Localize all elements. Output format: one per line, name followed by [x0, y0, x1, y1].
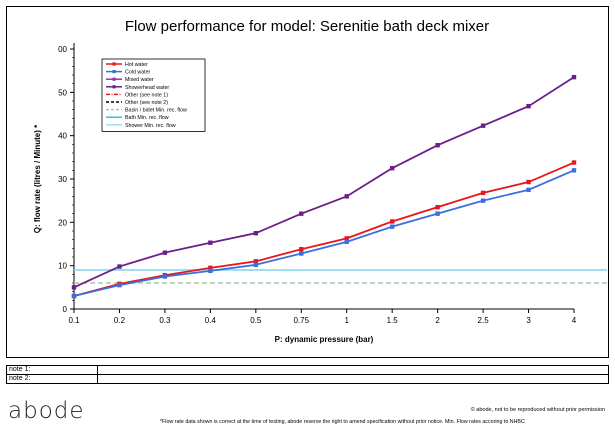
data-point — [526, 104, 531, 109]
data-point — [208, 265, 213, 271]
copyright-text: © abode, not to be reproduced without pr… — [470, 407, 605, 413]
x-tick-label: 0.75 — [293, 316, 309, 325]
legend-label: Hot water — [125, 62, 148, 68]
data-point — [344, 194, 349, 199]
y-axis-title: Q: flow rate (litres / Minute) * — [33, 124, 42, 233]
data-point — [435, 211, 440, 216]
data-point — [435, 204, 440, 210]
data-point — [344, 236, 349, 241]
data-point — [299, 211, 304, 216]
data-point — [526, 187, 531, 193]
y-tick-label: 20 — [58, 218, 67, 227]
series-line — [73, 161, 575, 297]
data-point — [208, 268, 213, 274]
data-point — [526, 179, 531, 185]
x-tick-label: 1 — [345, 316, 350, 325]
data-point — [389, 219, 395, 224]
note-row: note 2: — [6, 374, 609, 384]
x-tick-label: 0.3 — [159, 316, 171, 325]
note-label: note 2: — [6, 374, 98, 384]
abode-logo: abode — [8, 398, 85, 424]
y-tick-label: 0 — [63, 305, 68, 314]
data-point — [435, 143, 440, 148]
y-tick-label: 00 — [58, 45, 67, 54]
data-point — [162, 274, 168, 279]
data-point — [71, 293, 77, 299]
legend-marker — [112, 85, 116, 89]
data-point — [162, 250, 168, 255]
legend-label: Other (see note 1) — [125, 92, 168, 98]
x-tick-label: 3 — [526, 316, 531, 325]
y-tick-label: 10 — [58, 262, 67, 271]
x-axis-title: P: dynamic pressure (bar) — [275, 335, 374, 344]
legend-marker — [112, 70, 116, 74]
chart-title: Flow performance for model: Serenitie ba… — [125, 18, 489, 35]
data-point — [480, 190, 486, 196]
data-point — [299, 251, 304, 256]
data-point — [253, 259, 259, 264]
legend-label: Other (see note 2) — [125, 100, 168, 106]
x-tick-label: 2 — [435, 316, 440, 325]
data-point — [571, 74, 577, 80]
note-label: note 1: — [6, 365, 98, 375]
data-point — [344, 239, 349, 245]
legend-label: Showerhead water — [125, 85, 169, 91]
legend-marker — [112, 77, 116, 81]
data-point — [117, 282, 122, 288]
data-point — [571, 168, 577, 173]
data-point — [389, 165, 395, 171]
data-point — [253, 262, 259, 267]
note-text — [97, 365, 609, 375]
y-tick-label: 50 — [58, 88, 67, 97]
legend-label: Bath Min. rec. flow — [125, 115, 169, 121]
x-tick-label: 0.2 — [114, 316, 126, 325]
legend-label: Cold water — [125, 70, 151, 76]
data-point — [299, 247, 304, 252]
y-tick-label: 30 — [58, 175, 67, 184]
legend-label: Basin / bidet Min. rec. flow — [125, 108, 187, 114]
chart-frame: Flow performance for model: Serenitie ba… — [6, 6, 609, 358]
data-point — [253, 230, 259, 236]
notes-table: note 1: note 2: — [6, 365, 609, 384]
data-point — [571, 160, 577, 165]
data-point — [208, 240, 213, 245]
legend-marker — [112, 62, 116, 66]
series-line — [73, 76, 575, 289]
flow-chart: Flow performance for model: Serenitie ba… — [33, 18, 607, 344]
x-tick-label: 2.5 — [478, 316, 490, 325]
x-tick-label: 4 — [572, 316, 577, 325]
note-row: note 1: — [6, 365, 609, 375]
note-text — [97, 374, 609, 384]
y-tick-label: 40 — [58, 132, 67, 141]
data-point — [480, 198, 486, 203]
legend-label: Shower Min. rec. flow — [125, 123, 176, 129]
x-tick-label: 0.5 — [250, 316, 262, 325]
data-point — [389, 224, 395, 229]
data-point — [71, 285, 77, 290]
x-tick-label: 0.1 — [68, 316, 80, 325]
legend-label: Mixed water — [125, 77, 154, 83]
data-point — [480, 123, 486, 128]
x-tick-label: 0.4 — [205, 316, 217, 325]
series-line — [73, 169, 575, 297]
x-tick-label: 1.5 — [387, 316, 399, 325]
data-point — [117, 264, 122, 269]
disclaimer-text: *Flow rate data shown is correct at the … — [160, 419, 525, 425]
